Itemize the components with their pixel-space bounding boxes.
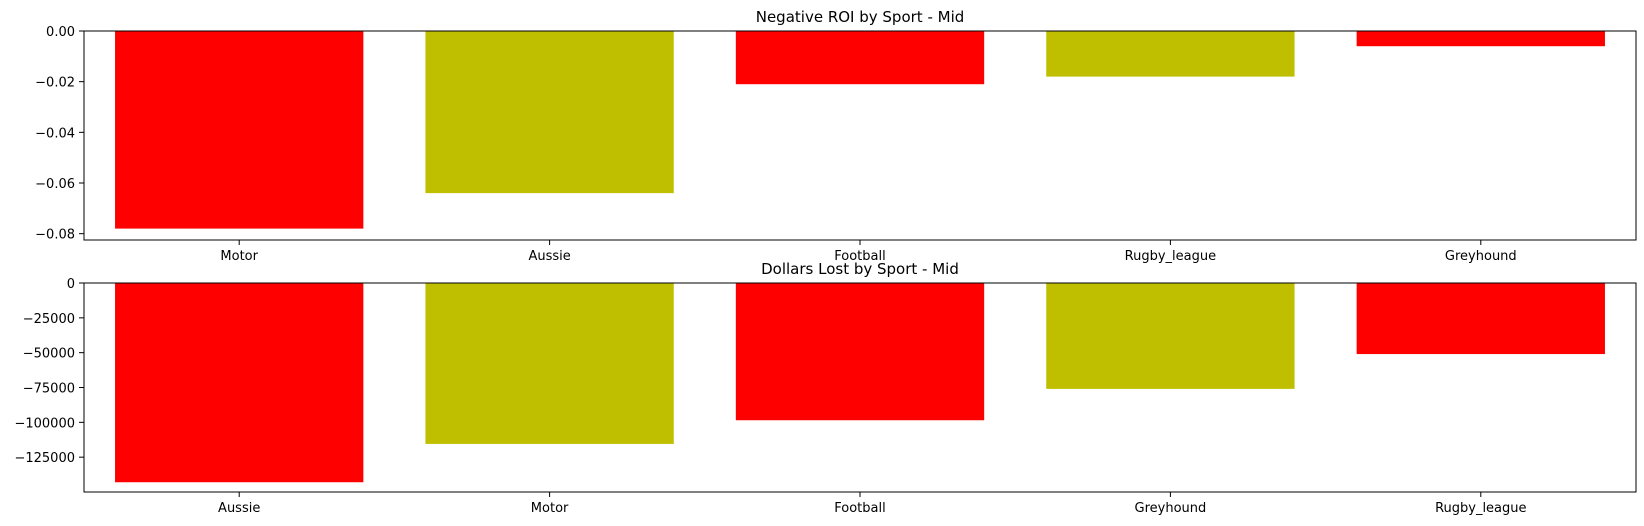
y-tick-label: −0.04 [35,126,75,141]
y-tick-label: −0.08 [35,228,75,243]
dollars-lost-chart-panel: Aussie Motor Football Greyhound Rugby_league… [14,260,1637,516]
x-tick-label: Rugby_league [1435,501,1526,516]
y-tick-label: −50000 [23,347,75,362]
bar-aussie [115,283,364,483]
y-tick-label: 0 [67,277,75,292]
bar-football [735,283,985,421]
y-tick-label: −25000 [23,312,75,327]
bar-football [735,31,985,85]
axes-frame [83,282,1637,493]
roi-chart-panel: Motor Aussie Football Rugby_league Greyhound… [35,8,1637,264]
bar-rugby-league [1356,283,1605,355]
x-tick-label: Football [834,501,885,516]
y-tick-label: −0.02 [35,76,75,91]
chart-title: Negative ROI by Sport - Mid [756,8,965,26]
chart-title: Dollars Lost by Sport - Mid [761,260,959,278]
axes-frame [83,30,1637,241]
bar-rugby-league [1046,31,1295,77]
bar-greyhound [1356,31,1605,47]
x-tick-label: Aussie [218,501,260,516]
y-tick-label: −75000 [23,382,75,397]
x-tick-label: Football [834,249,885,264]
bar-motor [115,31,364,229]
bar-motor [425,283,674,444]
x-tick-label: Motor [531,501,569,516]
x-tick-label: Greyhound [1445,249,1517,264]
x-tick-label: Aussie [528,249,570,264]
y-tick-label: −0.06 [35,177,75,192]
y-tick-label: −125000 [14,451,75,466]
x-tick-label: Rugby_league [1125,249,1216,264]
x-tick-label: Motor [220,249,258,264]
y-tick-label: 0.00 [46,25,75,40]
bar-aussie [425,31,674,194]
bar-greyhound [1046,283,1295,389]
x-tick-label: Greyhound [1135,501,1207,516]
y-tick-label: −100000 [14,416,75,431]
